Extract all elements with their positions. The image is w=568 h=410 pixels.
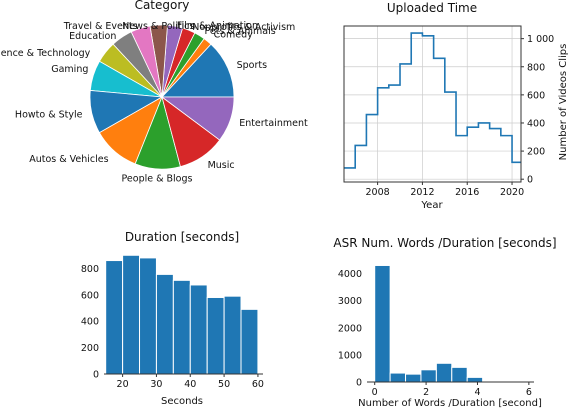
asr-bar-2 xyxy=(405,373,422,383)
asr-bar-3 xyxy=(420,369,437,383)
duration-x-ticks: 20 30 40 50 60 xyxy=(117,374,264,390)
asr-ytick-label-2000: 2000 xyxy=(338,323,362,334)
time-axes-frame xyxy=(343,25,522,183)
asr-ytick-label-1000: 1000 xyxy=(338,350,362,361)
duration-bar-7 xyxy=(223,295,242,375)
duration-bar-4 xyxy=(172,279,191,375)
duration-ytick-label-600: 600 xyxy=(81,290,99,301)
duration-ytick-label-400: 400 xyxy=(81,317,99,328)
uploaded-time-panel: Uploaded Time 2008 2012 2016 2020 0 200 400 60… xyxy=(343,1,568,211)
time-xtick-label-2016: 2016 xyxy=(455,187,479,198)
pie-label-sports: Sports xyxy=(237,60,268,71)
asr-ytick-label-4000: 4000 xyxy=(338,269,362,280)
time-ytick-label-200: 200 xyxy=(527,147,545,158)
time-xtick-label-2008: 2008 xyxy=(366,187,390,198)
duration-xtick-label-20: 20 xyxy=(117,379,129,390)
duration-y-ticks: 0 200 400 600 800 xyxy=(81,264,99,381)
time-ytick-label-1000: 1 000 xyxy=(527,34,554,45)
duration-title: Duration [seconds] xyxy=(125,230,239,244)
pie-label-film-animation: Film & Animation xyxy=(177,21,258,32)
duration-bar-1 xyxy=(122,254,141,375)
time-ytick-label-600: 600 xyxy=(527,90,545,101)
asr-bar-6 xyxy=(466,376,484,383)
pie-label-science-technology: Science & Technology xyxy=(0,48,91,59)
pie-title: Category xyxy=(135,0,190,12)
time-ytick-label-800: 800 xyxy=(527,62,545,73)
pie-label-autos-vehicles: Autos & Vehicles xyxy=(29,154,108,165)
asr-xtick-label-6: 6 xyxy=(526,387,532,398)
duration-xtick-label-40: 40 xyxy=(184,379,196,390)
pie-label-pets-animals: Pets & Animals xyxy=(205,26,276,37)
asr-ytick-label-0: 0 xyxy=(356,378,362,389)
asr-title: ASR Num. Words /Duration [seconds] xyxy=(333,236,556,250)
asr-bar-1 xyxy=(389,372,407,383)
time-step-line xyxy=(344,32,521,169)
duration-bar-5 xyxy=(189,284,208,375)
time-xtick-label-2020: 2020 xyxy=(500,187,524,198)
time-ytick-label-400: 400 xyxy=(527,118,545,129)
pie-label-travel-events: Travel & Events xyxy=(63,21,138,32)
pie-label-news-politics: News & Politics xyxy=(122,21,194,32)
duration-bar-3 xyxy=(155,273,174,375)
pie-label-people-blogs: People & Blogs xyxy=(122,174,193,185)
duration-ytick-label-800: 800 xyxy=(81,264,99,275)
time-y-ticks: 0 200 400 600 800 1 000 xyxy=(521,34,554,186)
duration-histogram-panel: Duration [seconds] 20 30 40 50 60 0 200 400 600… xyxy=(81,230,264,407)
pie-slices xyxy=(89,24,235,170)
asr-bars xyxy=(374,264,484,383)
time-xtick-label-2012: 2012 xyxy=(410,187,434,198)
duration-xtick-label-60: 60 xyxy=(252,379,264,390)
asr-xlabel: Number of Words /Duration [second] xyxy=(358,398,542,409)
time-xlabel: Year xyxy=(420,200,443,211)
duration-bar-6 xyxy=(206,296,225,375)
asr-xtick-label-2: 2 xyxy=(423,387,429,398)
duration-ytick-label-0: 0 xyxy=(93,370,99,381)
duration-xtick-label-50: 50 xyxy=(218,379,230,390)
time-x-ticks: 2008 2012 2016 2020 xyxy=(366,182,524,198)
duration-bar-2 xyxy=(139,257,157,375)
duration-bar-0 xyxy=(105,260,124,375)
asr-y-ticks: 0 1000 2000 3000 4000 xyxy=(338,269,362,388)
asr-x-ticks: 0 2 4 6 xyxy=(372,382,532,398)
asr-xtick-label-4: 4 xyxy=(474,387,480,398)
pie-label-nonprofits-activism: Nonprofits & Activism xyxy=(192,22,295,33)
pie-label-education: Education xyxy=(69,31,116,42)
time-title: Uploaded Time xyxy=(387,1,477,15)
pie-slice-entertainment xyxy=(160,96,235,141)
asr-bar-0 xyxy=(374,264,391,383)
pie-label-gaming: Gaming xyxy=(51,64,88,75)
pie-label-howto-style: Howto & Style xyxy=(15,110,83,121)
asr-xtick-label-0: 0 xyxy=(372,387,378,398)
duration-xlabel: Seconds xyxy=(161,396,203,407)
duration-xtick-label-30: 30 xyxy=(150,379,162,390)
asr-bar-5 xyxy=(451,366,468,383)
pie-label-entertainment: Entertainment xyxy=(239,118,308,129)
asr-ytick-label-3000: 3000 xyxy=(338,296,362,307)
duration-bar-8 xyxy=(240,308,259,375)
time-ylabel: Number of Videos Clips xyxy=(558,44,568,161)
time-grid xyxy=(344,26,521,182)
pie-label-comedy: Comedy xyxy=(214,30,254,41)
duration-ytick-label-200: 200 xyxy=(81,343,99,354)
time-ytick-label-0: 0 xyxy=(527,175,533,186)
pie-slice-sports xyxy=(161,43,235,98)
asr-bar-4 xyxy=(435,362,453,383)
pie-label-music: Music xyxy=(208,160,235,171)
duration-bars xyxy=(105,254,259,375)
